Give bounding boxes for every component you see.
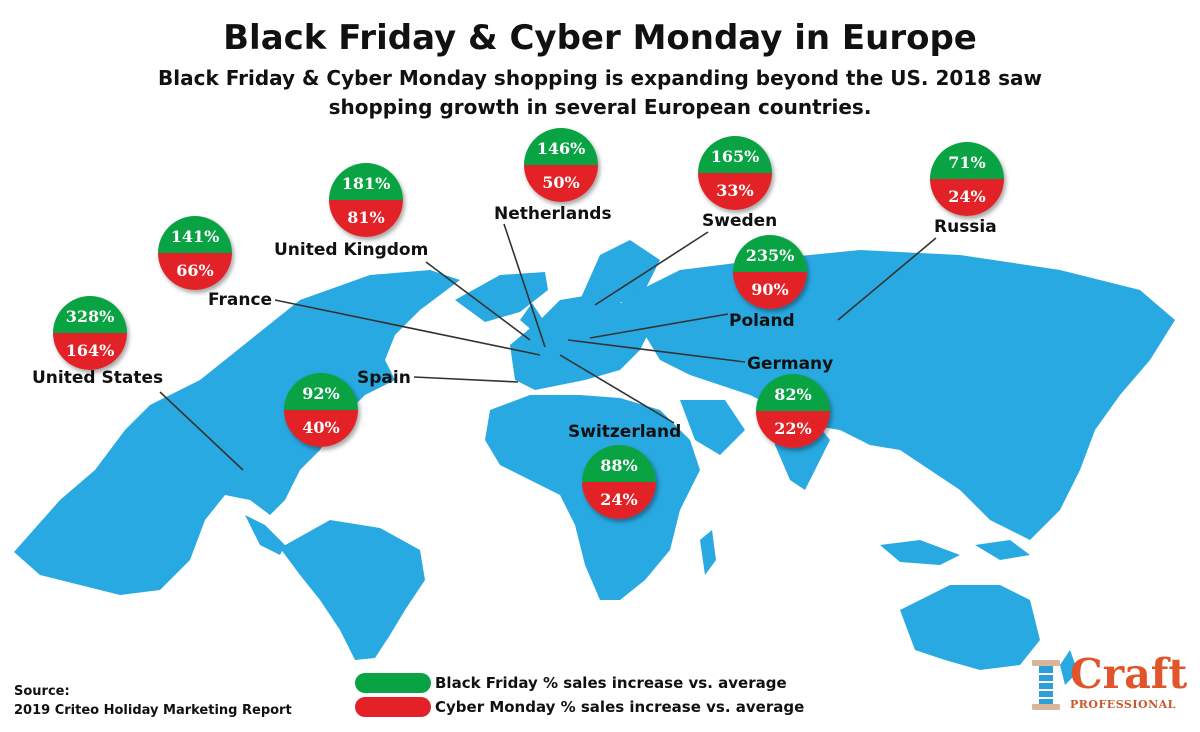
legend-item-cyber-monday: Cyber Monday % sales increase vs. averag…	[355, 697, 804, 717]
leader-line	[589, 313, 729, 339]
country-label-switzerland: Switzerland	[568, 422, 682, 442]
landmass-shape	[1060, 650, 1078, 685]
landmass-shape	[1080, 370, 1105, 410]
leader-line	[594, 231, 709, 306]
country-label-spain: Spain	[357, 368, 411, 388]
country-label-france: France	[208, 290, 273, 310]
landmass-shape	[680, 400, 745, 455]
landmass-shape	[520, 303, 542, 333]
bubble-sweden: 165% 33%	[698, 136, 772, 210]
country-label-russia: Russia	[934, 217, 997, 237]
leader-line	[425, 261, 531, 341]
landmass-shape	[580, 240, 660, 305]
bubble-spain: 92% 40%	[284, 373, 358, 447]
leader-line	[159, 391, 244, 471]
country-label-sweden: Sweden	[702, 211, 778, 231]
landmass-shape	[245, 515, 285, 555]
leader-line	[503, 223, 546, 348]
leader-line	[413, 376, 519, 383]
bubble-switzerland: 88% 24%	[582, 445, 656, 519]
leader-line	[567, 339, 746, 363]
logo-subtitle: PROFESSIONAL	[1070, 698, 1176, 711]
bubble-poland: 235% 90%	[733, 235, 807, 309]
leader-line	[837, 237, 937, 321]
country-label-united-kingdom: United Kingdom	[274, 240, 429, 260]
country-label-netherlands: Netherlands	[494, 204, 612, 224]
page-title: Black Friday & Cyber Monday in Europe	[223, 18, 977, 58]
country-label-united-states: United States	[32, 368, 164, 388]
page-subtitle: Black Friday & Cyber Monday shopping is …	[158, 66, 1042, 119]
black-friday-value: 141%	[158, 216, 232, 253]
landmass-shape	[510, 295, 650, 390]
landmass-shape	[900, 585, 1040, 670]
legend-label-cyber-monday: Cyber Monday % sales increase vs. averag…	[435, 698, 805, 716]
landmass-shape	[620, 250, 1175, 540]
legend-item-black-friday: Black Friday % sales increase vs. averag…	[355, 673, 787, 693]
leader-line	[559, 354, 675, 424]
bubble-germany: 82% 22%	[756, 374, 830, 448]
bubble-russia: 71% 24%	[930, 142, 1004, 216]
logo-wordmark: Craft	[1070, 650, 1188, 698]
leader-line	[274, 299, 541, 356]
bubble-united-states: 328% 164%	[53, 296, 127, 370]
landmass-shape	[700, 530, 716, 575]
legend-label-black-friday: Black Friday % sales increase vs. averag…	[435, 674, 787, 692]
bubble-united-kingdom: 181% 81%	[329, 163, 403, 237]
landmass-shape	[280, 520, 425, 660]
craft-professional-logo: Craft PROFESSIONAL	[1030, 650, 1187, 712]
landmass-shape	[14, 270, 460, 595]
legend-swatch-black-friday	[355, 673, 431, 693]
spool-icon	[1032, 660, 1060, 710]
source-text: 2019 Criteo Holiday Marketing Report	[14, 703, 292, 718]
bubble-netherlands: 146% 50%	[524, 128, 598, 202]
source-label: Source:	[14, 684, 70, 699]
bubble-france: 141% 66%	[158, 216, 232, 290]
landmass-shape	[975, 540, 1030, 560]
landmass-shape	[880, 540, 960, 565]
world-landmass	[14, 240, 1175, 685]
leader-lines	[159, 223, 937, 471]
country-label-poland: Poland	[729, 311, 795, 331]
legend-swatch-cyber-monday	[355, 697, 431, 717]
country-label-germany: Germany	[747, 354, 834, 374]
